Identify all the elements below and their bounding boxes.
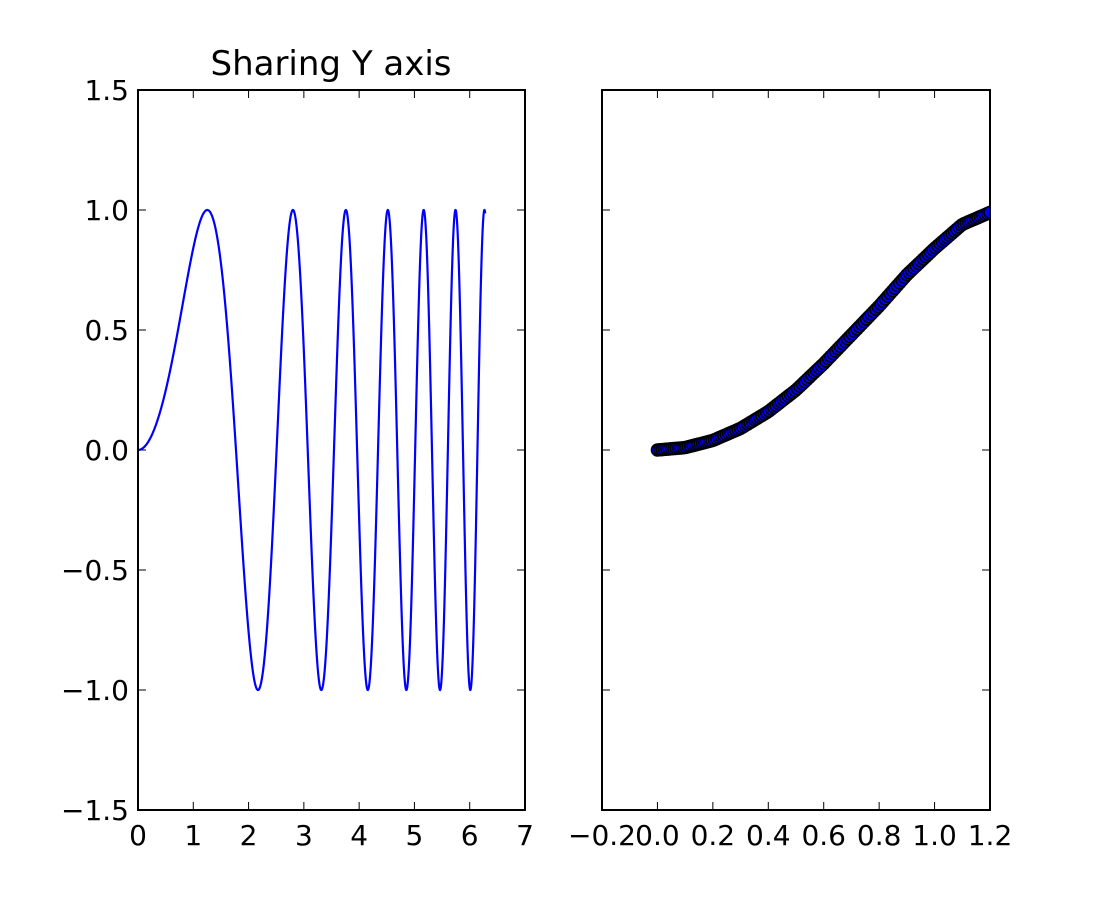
x-tick-label: 1.2 xyxy=(968,819,1013,852)
series-line xyxy=(138,208,487,692)
y-tick-label: 1.0 xyxy=(84,194,129,227)
y-tick-label: −1.0 xyxy=(61,674,129,707)
x-tick-label: 0.8 xyxy=(857,819,902,852)
x-tick-label: 1 xyxy=(184,819,202,852)
scatter-point xyxy=(983,205,990,220)
scatter-points xyxy=(650,205,990,457)
x-tick-label: 0 xyxy=(129,819,147,852)
x-tick-label: 0.2 xyxy=(691,819,736,852)
x-tick-label: 7 xyxy=(516,819,534,852)
y-tick-label: 1.5 xyxy=(84,74,129,107)
right-panel: −0.2 0.0 0.2 0.4 0.6 0.8 1.0 1.2 xyxy=(568,89,1013,852)
x-tick-label: −0.2 xyxy=(568,819,636,852)
left-panel: 0 1 2 3 4 5 6 7 −1.5 −1.0 −0.5 0.0 0.5 1.0 1.5 xyxy=(61,74,534,852)
axes-frame xyxy=(137,89,526,811)
y-tick-label: 0.5 xyxy=(84,314,129,347)
x-tick-label: 0.6 xyxy=(801,819,846,852)
y-tick-label: −0.5 xyxy=(61,554,129,587)
x-tick-label: 6 xyxy=(461,819,479,852)
y-tick-label: −1.5 xyxy=(61,794,129,827)
x-tick-label: 0.0 xyxy=(635,819,680,852)
x-tick-label: 2 xyxy=(240,819,258,852)
axes-frame xyxy=(601,89,991,811)
y-tick-label: 0.0 xyxy=(84,434,129,467)
x-tick-label: 4 xyxy=(350,819,368,852)
x-tick-label: 1.0 xyxy=(912,819,957,852)
x-tick-label: 5 xyxy=(406,819,424,852)
chart-title: Sharing Y axis xyxy=(210,44,451,84)
x-tick-label: 3 xyxy=(295,819,313,852)
x-tick-label: 0.4 xyxy=(746,819,791,852)
